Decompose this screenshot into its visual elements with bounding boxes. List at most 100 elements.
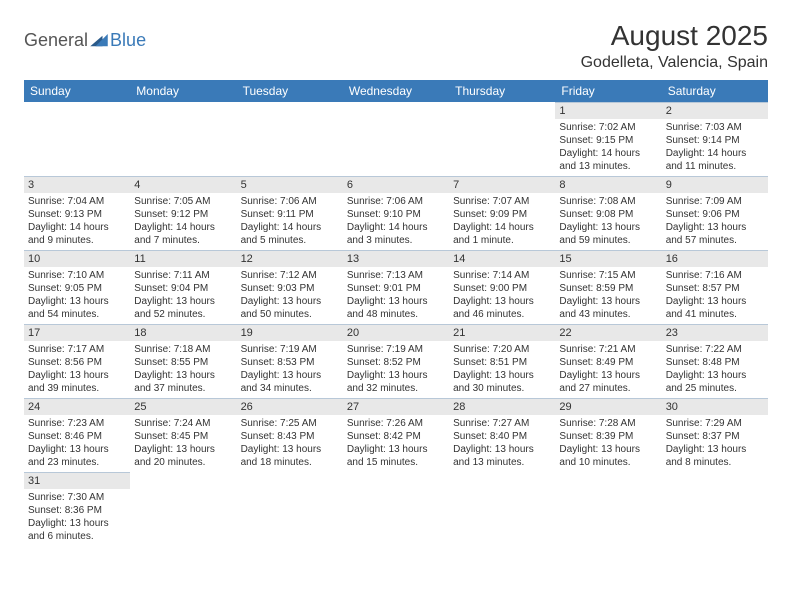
daylight-text: Daylight: 13 hours and 52 minutes. [134, 295, 232, 321]
day-content: Sunrise: 7:08 AMSunset: 9:08 PMDaylight:… [555, 193, 661, 249]
daylight-text: Daylight: 13 hours and 13 minutes. [453, 443, 551, 469]
day-cell: 22Sunrise: 7:21 AMSunset: 8:49 PMDayligh… [555, 324, 661, 398]
day-cell: 17Sunrise: 7:17 AMSunset: 8:56 PMDayligh… [24, 324, 130, 398]
logo-text-general: General [24, 30, 88, 51]
day-number: 15 [555, 250, 661, 267]
sunset-text: Sunset: 9:09 PM [453, 208, 551, 221]
day-cell [237, 102, 343, 176]
day-content: Sunrise: 7:16 AMSunset: 8:57 PMDaylight:… [662, 267, 768, 323]
daylight-text: Daylight: 14 hours and 1 minute. [453, 221, 551, 247]
sunrise-text: Sunrise: 7:25 AM [241, 417, 339, 430]
day-cell: 4Sunrise: 7:05 AMSunset: 9:12 PMDaylight… [130, 176, 236, 250]
header: General Blue August 2025 Godelleta, Vale… [24, 20, 768, 72]
sunrise-text: Sunrise: 7:17 AM [28, 343, 126, 356]
day-cell: 30Sunrise: 7:29 AMSunset: 8:37 PMDayligh… [662, 398, 768, 472]
day-cell: 10Sunrise: 7:10 AMSunset: 9:05 PMDayligh… [24, 250, 130, 324]
sunrise-text: Sunrise: 7:19 AM [241, 343, 339, 356]
day-cell [130, 472, 236, 546]
sunrise-text: Sunrise: 7:23 AM [28, 417, 126, 430]
day-content: Sunrise: 7:06 AMSunset: 9:10 PMDaylight:… [343, 193, 449, 249]
day-cell [662, 472, 768, 546]
day-number: 26 [237, 398, 343, 415]
sunset-text: Sunset: 8:56 PM [28, 356, 126, 369]
day-content: Sunrise: 7:10 AMSunset: 9:05 PMDaylight:… [24, 267, 130, 323]
sunrise-text: Sunrise: 7:08 AM [559, 195, 657, 208]
day-cell: 1Sunrise: 7:02 AMSunset: 9:15 PMDaylight… [555, 102, 661, 176]
sunrise-text: Sunrise: 7:09 AM [666, 195, 764, 208]
daylight-text: Daylight: 14 hours and 3 minutes. [347, 221, 445, 247]
sunset-text: Sunset: 8:40 PM [453, 430, 551, 443]
day-number: 21 [449, 324, 555, 341]
flag-icon [90, 34, 108, 48]
week-row: 1Sunrise: 7:02 AMSunset: 9:15 PMDaylight… [24, 102, 768, 176]
day-cell: 11Sunrise: 7:11 AMSunset: 9:04 PMDayligh… [130, 250, 236, 324]
day-content: Sunrise: 7:25 AMSunset: 8:43 PMDaylight:… [237, 415, 343, 471]
daylight-text: Daylight: 13 hours and 8 minutes. [666, 443, 764, 469]
day-content: Sunrise: 7:18 AMSunset: 8:55 PMDaylight:… [130, 341, 236, 397]
day-content: Sunrise: 7:05 AMSunset: 9:12 PMDaylight:… [130, 193, 236, 249]
day-cell: 24Sunrise: 7:23 AMSunset: 8:46 PMDayligh… [24, 398, 130, 472]
day-content: Sunrise: 7:04 AMSunset: 9:13 PMDaylight:… [24, 193, 130, 249]
day-cell: 23Sunrise: 7:22 AMSunset: 8:48 PMDayligh… [662, 324, 768, 398]
day-number: 12 [237, 250, 343, 267]
sunset-text: Sunset: 8:59 PM [559, 282, 657, 295]
daylight-text: Daylight: 13 hours and 57 minutes. [666, 221, 764, 247]
day-content: Sunrise: 7:03 AMSunset: 9:14 PMDaylight:… [662, 119, 768, 175]
day-number: 8 [555, 176, 661, 193]
day-header: Wednesday [343, 80, 449, 102]
daylight-text: Daylight: 13 hours and 20 minutes. [134, 443, 232, 469]
sunset-text: Sunset: 9:05 PM [28, 282, 126, 295]
day-cell [237, 472, 343, 546]
week-row: 31Sunrise: 7:30 AMSunset: 8:36 PMDayligh… [24, 472, 768, 546]
sunrise-text: Sunrise: 7:20 AM [453, 343, 551, 356]
daylight-text: Daylight: 13 hours and 59 minutes. [559, 221, 657, 247]
logo: General Blue [24, 20, 146, 51]
day-content: Sunrise: 7:11 AMSunset: 9:04 PMDaylight:… [130, 267, 236, 323]
sunset-text: Sunset: 8:36 PM [28, 504, 126, 517]
day-cell: 13Sunrise: 7:13 AMSunset: 9:01 PMDayligh… [343, 250, 449, 324]
day-cell: 2Sunrise: 7:03 AMSunset: 9:14 PMDaylight… [662, 102, 768, 176]
sunrise-text: Sunrise: 7:05 AM [134, 195, 232, 208]
day-number: 25 [130, 398, 236, 415]
day-header: Thursday [449, 80, 555, 102]
sunset-text: Sunset: 9:06 PM [666, 208, 764, 221]
daylight-text: Daylight: 14 hours and 13 minutes. [559, 147, 657, 173]
day-header: Monday [130, 80, 236, 102]
day-content: Sunrise: 7:14 AMSunset: 9:00 PMDaylight:… [449, 267, 555, 323]
sunrise-text: Sunrise: 7:06 AM [241, 195, 339, 208]
day-cell: 19Sunrise: 7:19 AMSunset: 8:53 PMDayligh… [237, 324, 343, 398]
day-content: Sunrise: 7:30 AMSunset: 8:36 PMDaylight:… [24, 489, 130, 545]
title-block: August 2025 Godelleta, Valencia, Spain [581, 20, 768, 72]
day-header: Friday [555, 80, 661, 102]
day-number: 9 [662, 176, 768, 193]
week-row: 17Sunrise: 7:17 AMSunset: 8:56 PMDayligh… [24, 324, 768, 398]
calendar-table: SundayMondayTuesdayWednesdayThursdayFrid… [24, 80, 768, 546]
day-cell: 3Sunrise: 7:04 AMSunset: 9:13 PMDaylight… [24, 176, 130, 250]
sunset-text: Sunset: 9:10 PM [347, 208, 445, 221]
sunset-text: Sunset: 9:03 PM [241, 282, 339, 295]
day-content: Sunrise: 7:17 AMSunset: 8:56 PMDaylight:… [24, 341, 130, 397]
sunrise-text: Sunrise: 7:22 AM [666, 343, 764, 356]
daylight-text: Daylight: 13 hours and 39 minutes. [28, 369, 126, 395]
daylight-text: Daylight: 14 hours and 7 minutes. [134, 221, 232, 247]
sunset-text: Sunset: 8:46 PM [28, 430, 126, 443]
daylight-text: Daylight: 13 hours and 18 minutes. [241, 443, 339, 469]
sunrise-text: Sunrise: 7:02 AM [559, 121, 657, 134]
day-content: Sunrise: 7:19 AMSunset: 8:52 PMDaylight:… [343, 341, 449, 397]
day-content: Sunrise: 7:28 AMSunset: 8:39 PMDaylight:… [555, 415, 661, 471]
day-header: Saturday [662, 80, 768, 102]
sunrise-text: Sunrise: 7:24 AM [134, 417, 232, 430]
sunrise-text: Sunrise: 7:15 AM [559, 269, 657, 282]
day-content: Sunrise: 7:06 AMSunset: 9:11 PMDaylight:… [237, 193, 343, 249]
day-cell: 27Sunrise: 7:26 AMSunset: 8:42 PMDayligh… [343, 398, 449, 472]
day-number: 6 [343, 176, 449, 193]
day-number: 28 [449, 398, 555, 415]
sunset-text: Sunset: 8:42 PM [347, 430, 445, 443]
sunset-text: Sunset: 8:45 PM [134, 430, 232, 443]
day-number: 27 [343, 398, 449, 415]
day-cell: 6Sunrise: 7:06 AMSunset: 9:10 PMDaylight… [343, 176, 449, 250]
daylight-text: Daylight: 13 hours and 23 minutes. [28, 443, 126, 469]
sunset-text: Sunset: 8:48 PM [666, 356, 764, 369]
day-content: Sunrise: 7:27 AMSunset: 8:40 PMDaylight:… [449, 415, 555, 471]
daylight-text: Daylight: 14 hours and 11 minutes. [666, 147, 764, 173]
